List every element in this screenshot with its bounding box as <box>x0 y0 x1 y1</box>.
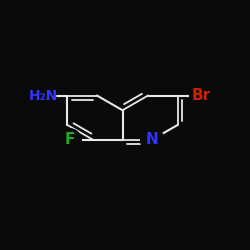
Text: Br: Br <box>192 88 211 103</box>
Text: N: N <box>146 132 158 147</box>
Text: H₂N: H₂N <box>29 88 58 102</box>
Text: F: F <box>64 132 74 147</box>
